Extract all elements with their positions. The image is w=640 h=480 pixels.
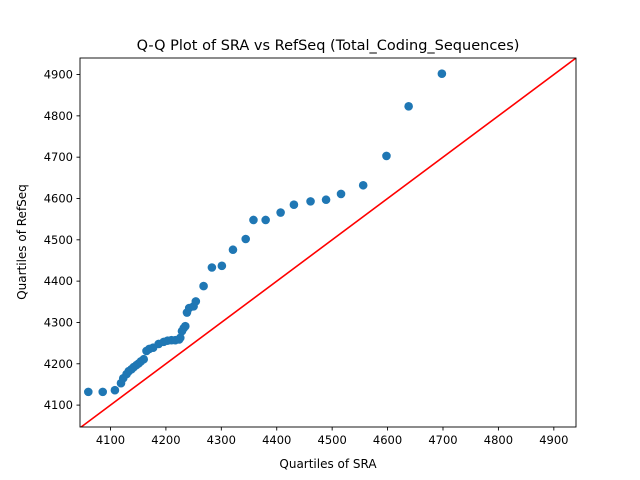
y-tick-label: 4200: [44, 357, 73, 371]
y-tick-label: 4100: [44, 398, 73, 412]
data-point: [241, 234, 251, 244]
data-point: [382, 151, 391, 161]
x-tick-label: 4700: [428, 433, 457, 447]
x-tick-label: 4600: [373, 433, 402, 447]
data-point: [110, 385, 120, 395]
data-point: [228, 245, 238, 255]
x-tick-label: 4900: [539, 433, 568, 447]
y-tick-label: 4900: [44, 68, 73, 82]
data-point: [276, 208, 285, 217]
data-point: [98, 387, 108, 397]
axes-frame: [79, 57, 577, 428]
x-tick-label: 4800: [484, 433, 513, 447]
y-axis-ticks: 4100 4200 4300 4400 4500 4600 4700 4800 4900: [44, 68, 80, 412]
x-tick-label: 4100: [96, 433, 125, 447]
y-tick-label: 4400: [44, 274, 73, 288]
data-point: [261, 215, 270, 225]
y-axis-label: Quartiles of RefSeq: [15, 184, 29, 300]
data-point: [437, 69, 447, 79]
data-point: [321, 195, 331, 205]
data-point: [404, 102, 413, 111]
data-point: [217, 261, 227, 271]
data-point: [358, 180, 368, 190]
x-axis-label: Quartiles of SRA: [279, 457, 377, 471]
data-point: [84, 387, 93, 397]
data-point: [180, 321, 190, 331]
data-point: [289, 200, 299, 209]
y-tick-label: 4600: [44, 191, 73, 205]
data-point: [306, 197, 315, 206]
x-tick-label: 4200: [151, 433, 180, 447]
data-point: [191, 297, 201, 306]
x-tick-label: 4400: [262, 433, 291, 447]
y-tick-label: 4300: [44, 315, 73, 329]
y-tick-label: 4700: [44, 150, 73, 164]
chart-title: Q-Q Plot of SRA vs RefSeq (Total_Coding_…: [137, 38, 520, 54]
x-tick-label: 4500: [318, 433, 347, 447]
x-axis-ticks: 4100 4200 4300 4400 4500 4600 4700 4800 4900: [96, 427, 568, 447]
plot-area: [79, 57, 577, 428]
data-point: [336, 189, 346, 199]
data-point: [199, 281, 208, 291]
data-point: [176, 333, 185, 343]
y-tick-label: 4500: [44, 233, 73, 247]
reference-line: [80, 58, 576, 427]
data-point: [249, 215, 258, 225]
data-point: [207, 263, 217, 272]
y-tick-label: 4800: [44, 109, 73, 123]
x-tick-label: 4300: [207, 433, 236, 447]
data-points: [84, 69, 447, 397]
data-point: [139, 354, 149, 364]
